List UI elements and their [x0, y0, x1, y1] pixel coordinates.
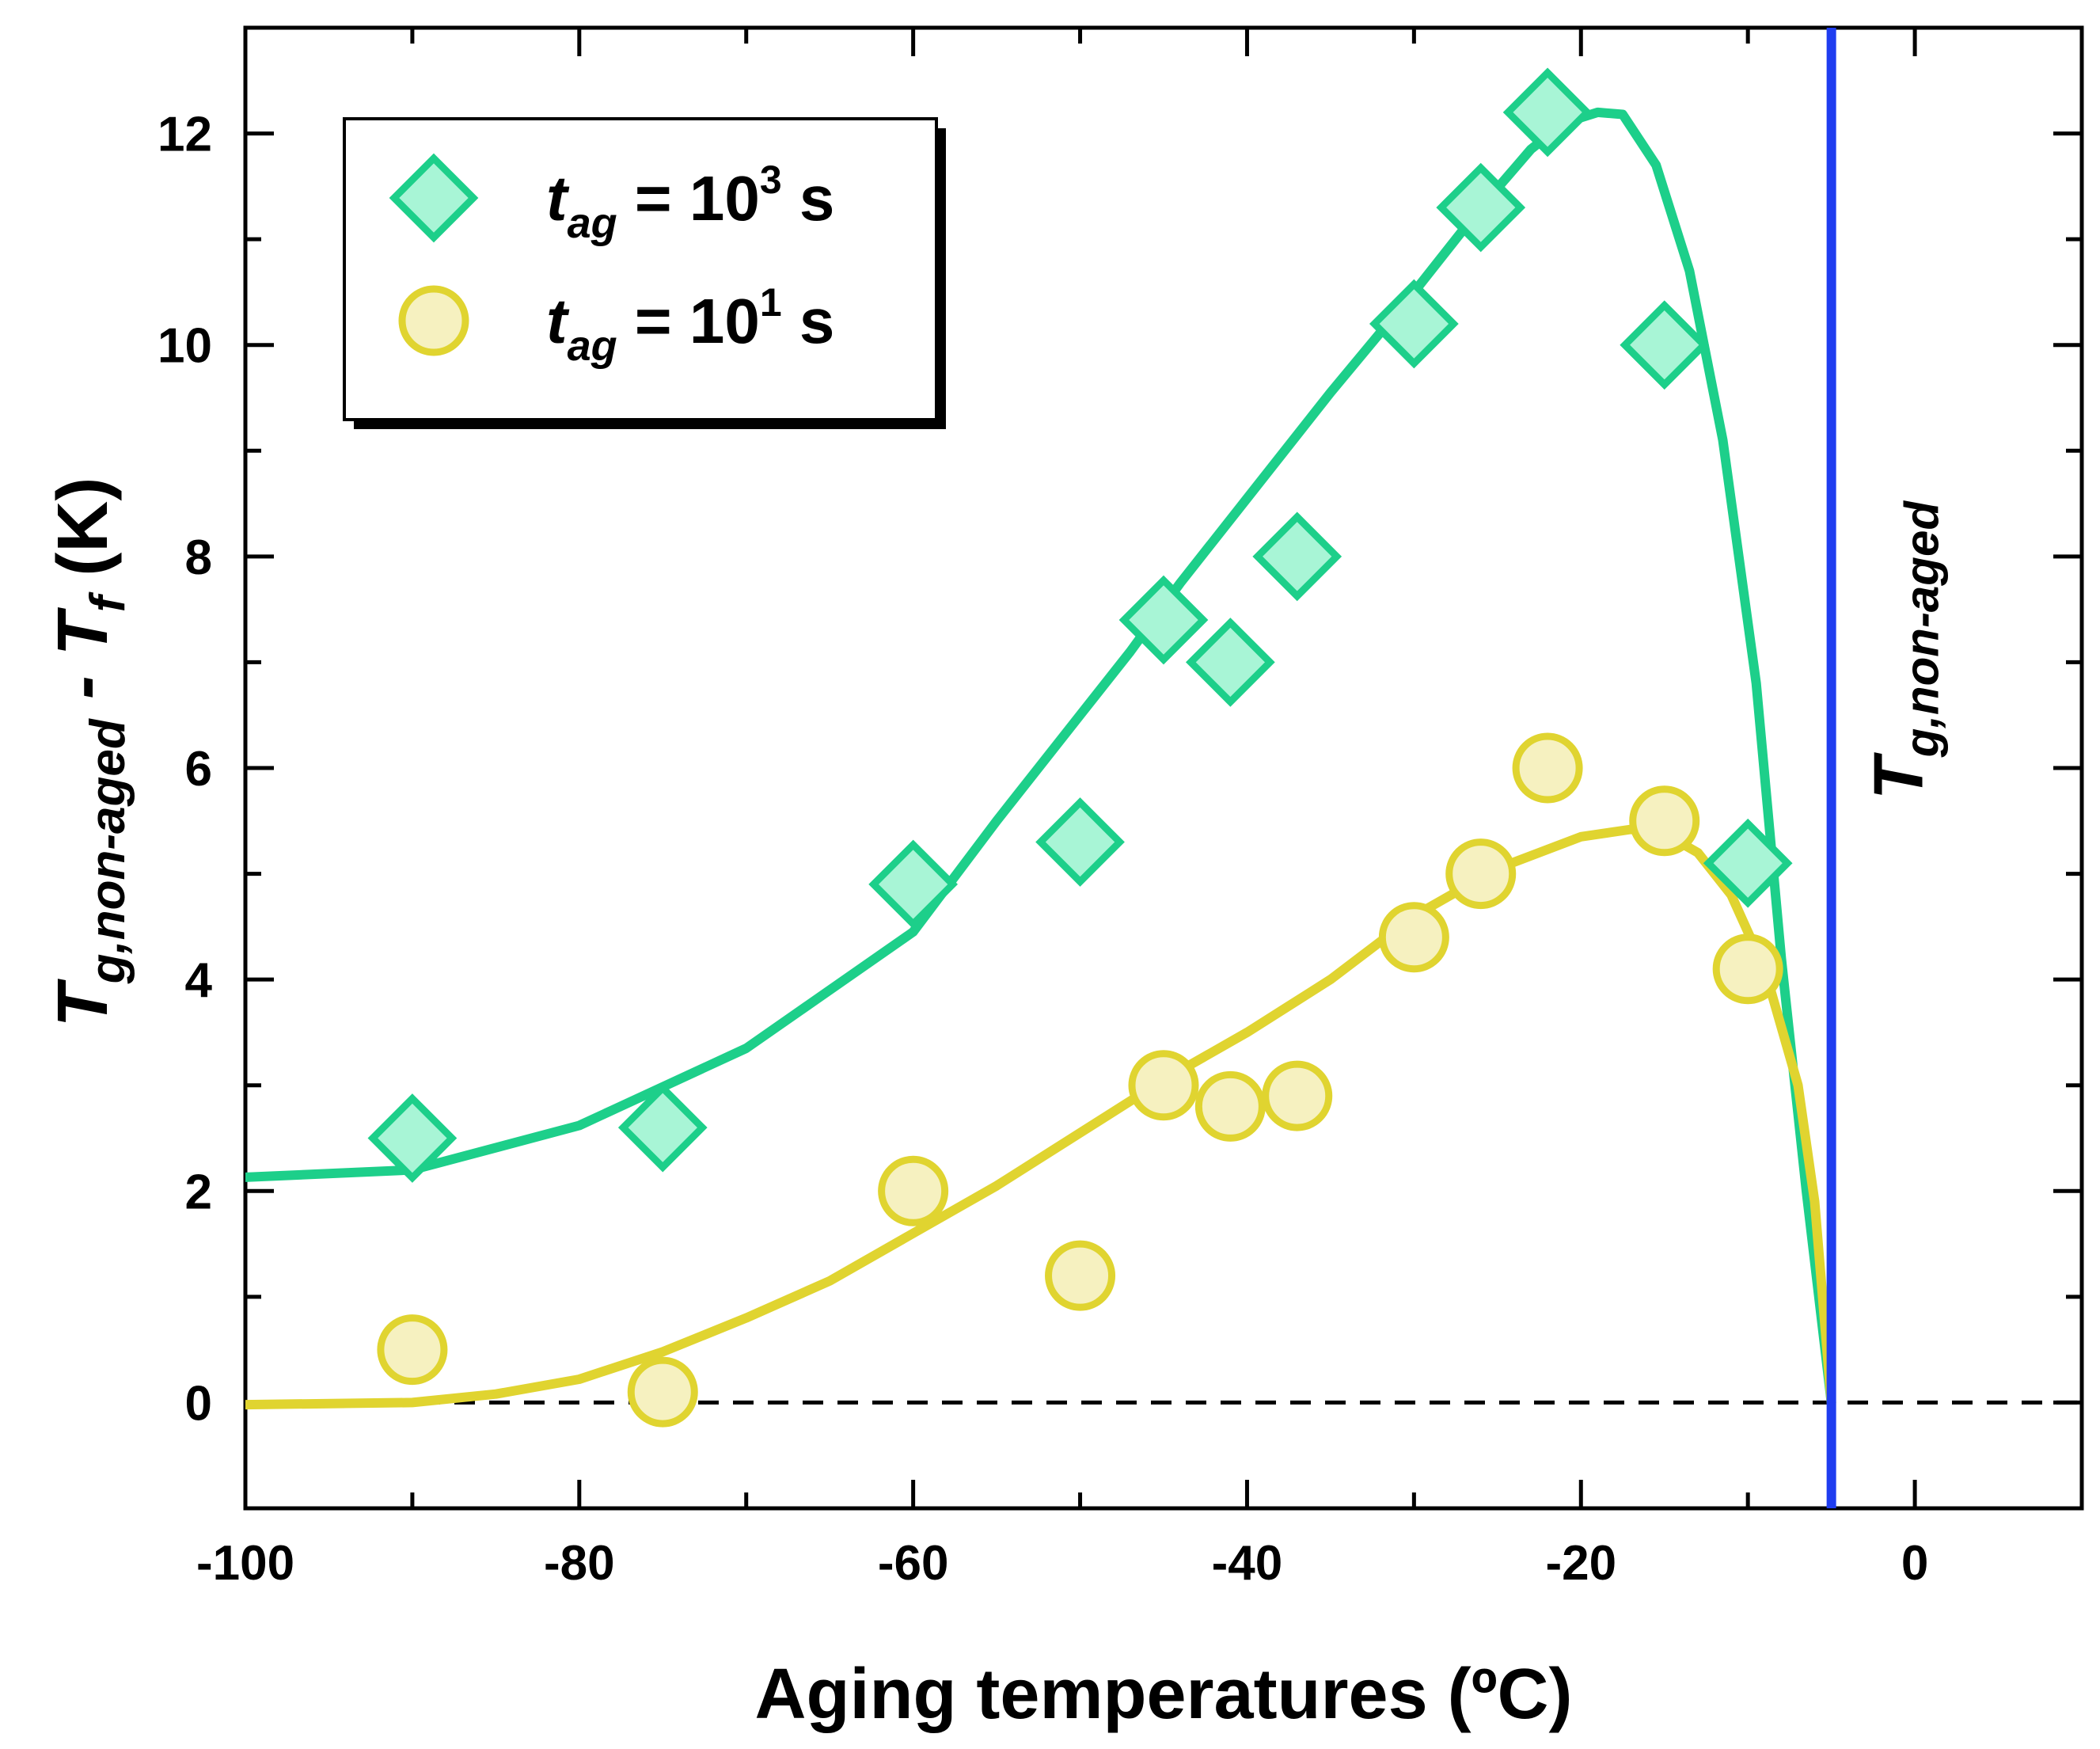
legend-label-series-2: tag = 101 s	[546, 280, 834, 370]
data-point-series-2	[1512, 732, 1583, 804]
data-point-series-1	[1436, 162, 1526, 253]
x-tick-label: -20	[1545, 1536, 1616, 1591]
y-tick-label: 6	[185, 742, 212, 797]
y-tick-label: 8	[185, 530, 212, 585]
data-point-series-1	[1185, 618, 1275, 707]
legend-main: t	[546, 163, 570, 234]
x-axis-ticks: -100 -80 -60 -40 -20 0	[196, 28, 2084, 1591]
x-axis-title: Aging temperatures (ºC)	[755, 1655, 1573, 1734]
data-point-series-1	[868, 839, 959, 930]
legend-label-series-1: tag = 103 s	[546, 158, 834, 247]
y-title-end: (K)	[44, 477, 123, 596]
legend-eq: = 10	[617, 286, 760, 356]
y-tick-label: 12	[158, 108, 212, 162]
legend-unit: s	[782, 286, 835, 356]
legend-sup: 1	[760, 280, 782, 325]
data-point-series-1	[1620, 300, 1710, 390]
data-point-series-2	[1378, 902, 1449, 973]
x-tick-label: -80	[544, 1536, 615, 1591]
y-tick-label: 4	[185, 953, 213, 1008]
y-title-main: T	[44, 978, 123, 1027]
x-tick-label: -60	[878, 1536, 949, 1591]
data-point-series-1	[1502, 67, 1593, 158]
y-title-sub: g,non-aged	[81, 718, 135, 984]
data-point-series-2	[377, 1314, 448, 1386]
x-tick-label: -100	[196, 1536, 294, 1591]
data-point-series-1	[1703, 818, 1793, 908]
data-point-series-2	[1262, 1060, 1333, 1131]
data-point-series-1	[1118, 575, 1209, 665]
tg-label-sub: g,non-aged	[1896, 500, 1949, 759]
legend-sub: ag	[568, 322, 617, 370]
fit-curves	[245, 107, 1836, 1410]
fit-line-series-1	[245, 107, 1836, 1408]
data-point-series-2	[878, 1155, 949, 1226]
tg-label-main: T	[1859, 752, 1938, 800]
data-point-series-1	[617, 1082, 708, 1173]
data-point-series-2	[627, 1356, 698, 1428]
legend-sub: ag	[568, 200, 617, 247]
y-tick-label: 0	[185, 1376, 212, 1431]
data-point-series-2	[1194, 1070, 1266, 1142]
data-markers	[367, 67, 1793, 1428]
y-tick-label: 10	[158, 319, 212, 374]
fit-line-series-2	[245, 824, 1836, 1410]
x-tick-label: 0	[1901, 1536, 1928, 1591]
x-tick-label: -40	[1212, 1536, 1283, 1591]
data-point-series-1	[1035, 797, 1125, 887]
data-point-series-1	[367, 1093, 458, 1183]
data-point-series-2	[1712, 933, 1783, 1005]
data-point-series-1	[1252, 511, 1342, 602]
tg-line-label: Tg,non-aged	[1859, 500, 1949, 800]
legend-eq: = 10	[617, 163, 760, 234]
legend-marker-series-1	[389, 153, 479, 243]
y-axis-ticks: 0 2 4 6 8 10 12	[158, 25, 2082, 1511]
y-title-mid: - T	[44, 606, 123, 719]
legend-main: t	[546, 286, 570, 356]
data-point-series-2	[1445, 838, 1517, 910]
legend-unit: s	[782, 163, 835, 234]
legend-marker-series-2	[398, 285, 469, 356]
legend-sup: 3	[760, 158, 782, 202]
y-axis-title: Tg,non-aged - Tf (K)	[44, 477, 135, 1028]
data-point-series-1	[1369, 279, 1459, 369]
y-tick-label: 2	[185, 1165, 212, 1219]
data-point-series-2	[1629, 785, 1700, 857]
data-point-series-2	[1128, 1050, 1199, 1121]
data-point-series-2	[1045, 1240, 1116, 1311]
